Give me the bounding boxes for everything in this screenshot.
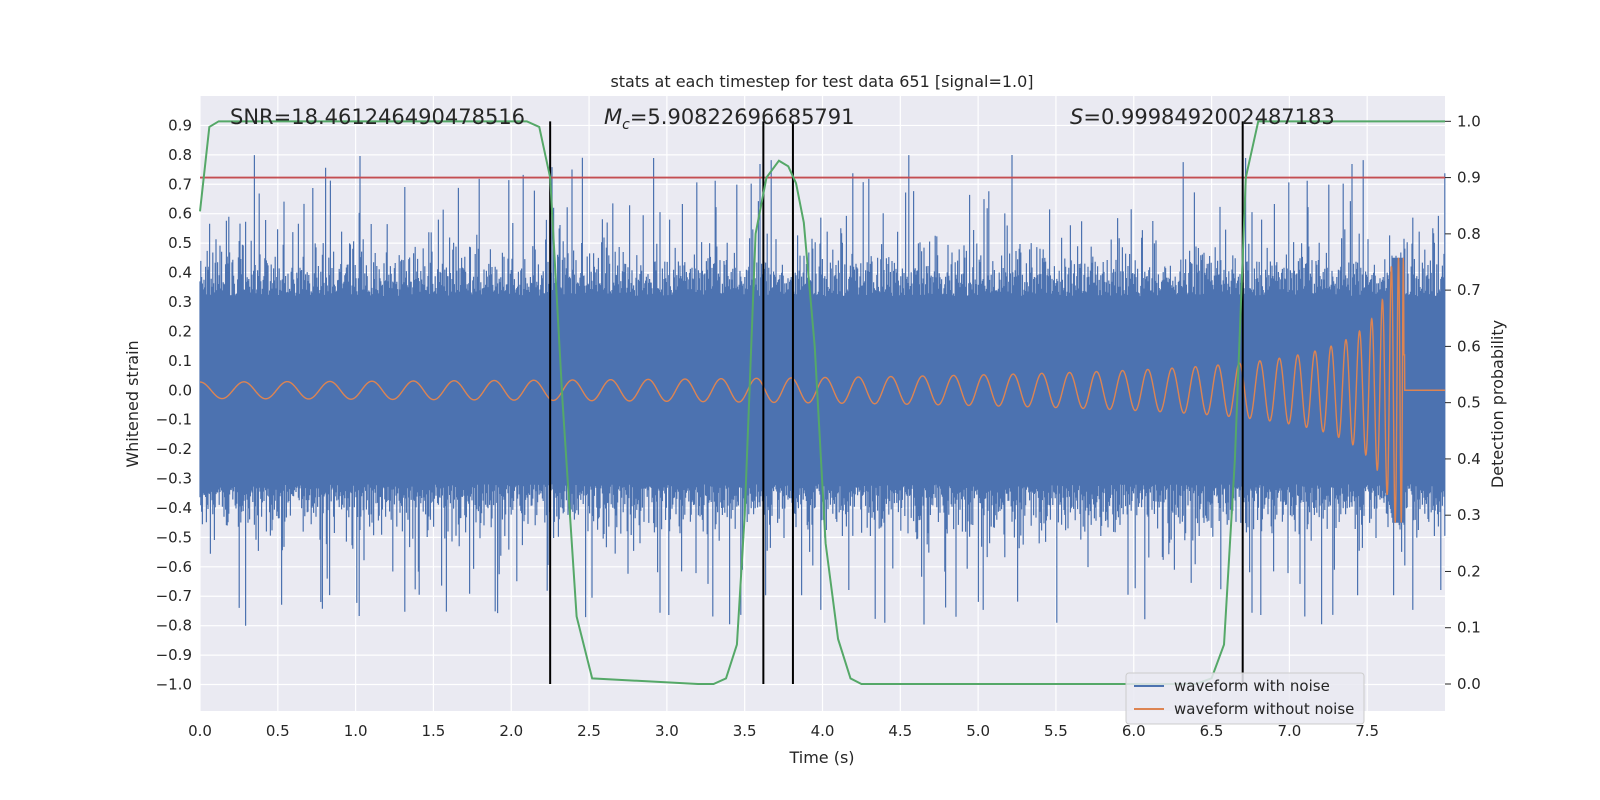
y2-tick-label: 0.0	[1457, 675, 1481, 693]
x-tick-label: 2.0	[499, 722, 523, 740]
legend-label-noisy: waveform with noise	[1174, 677, 1330, 695]
snr-annotation: SNR=18.461246490478516	[230, 105, 525, 129]
x-tick-label: 2.5	[577, 722, 601, 740]
x-tick-label: 5.5	[1044, 722, 1068, 740]
x-tick-label: 7.0	[1277, 722, 1301, 740]
y2-tick-label: 0.8	[1457, 225, 1481, 243]
y2-tick-label: 0.3	[1457, 506, 1481, 524]
y-tick-label: −0.5	[156, 528, 192, 546]
y-tick-label: 0.8	[168, 146, 192, 164]
score-symbol: S	[1070, 105, 1083, 129]
y-tick-label: 0.0	[168, 381, 192, 399]
x-tick-label: 6.0	[1122, 722, 1146, 740]
y2-tick-label: 0.7	[1457, 281, 1481, 299]
y2-tick-label: 0.9	[1457, 169, 1481, 187]
legend-box	[1125, 672, 1365, 725]
y-tick-label: 0.9	[168, 116, 192, 134]
overlay-lines	[200, 121, 1445, 684]
y-tick-label: −0.7	[156, 587, 192, 605]
y2-tick-label: 0.2	[1457, 562, 1481, 580]
y-tick-label: −0.3	[156, 470, 192, 488]
y-tick-label: 0.6	[168, 205, 192, 223]
y2-tick-label: 0.5	[1457, 394, 1481, 412]
detection-probability-line	[199, 120, 1445, 685]
y-tick-label: −0.9	[156, 646, 192, 664]
x-tick-label: 3.0	[655, 722, 679, 740]
y-tick-label: −0.1	[156, 411, 192, 429]
legend-label-clean: waveform without noise	[1174, 700, 1354, 718]
y-tick-label: 0.3	[168, 293, 192, 311]
chirp-mass-value: =5.90822696685791	[630, 105, 855, 129]
y-tick-label: 0.4	[168, 264, 192, 282]
x-tick-label: 6.5	[1200, 722, 1224, 740]
y-tick-label: 0.7	[168, 175, 192, 193]
chart-title: stats at each timestep for test data 651…	[610, 72, 1033, 91]
x-tick-label: 3.5	[733, 722, 757, 740]
y2-tick-label: 0.4	[1457, 450, 1481, 468]
y2-tick-label: 1.0	[1457, 112, 1481, 130]
chirp-mass-subscript: c	[622, 117, 630, 133]
y-tick-label: −0.4	[156, 499, 192, 517]
y-tick-label: −0.6	[156, 558, 192, 576]
x-tick-label: 1.0	[344, 722, 368, 740]
score-value: =0.9998492002487183	[1083, 105, 1334, 129]
y-axis-label: Whitened strain	[123, 340, 142, 467]
y-tick-label: −1.0	[156, 676, 192, 694]
y-tick-label: −0.2	[156, 440, 192, 458]
y2-tick-label: 0.1	[1457, 619, 1481, 637]
x-tick-label: 5.0	[966, 722, 990, 740]
y2-axis-label: Detection probability	[1488, 320, 1507, 488]
x-axis-label: Time (s)	[788, 748, 854, 767]
x-tick-label: 7.5	[1355, 722, 1379, 740]
x-tick-label: 4.5	[888, 722, 912, 740]
x-tick-label: 0.5	[266, 722, 290, 740]
x-tick-label: 4.0	[811, 722, 835, 740]
legend: waveform with noise waveform without noi…	[1125, 672, 1365, 725]
chirp-mass-annotation: Mc=5.90822696685791	[604, 105, 855, 133]
y-tick-label: 0.5	[168, 234, 192, 252]
detection-probability-series	[199, 120, 1445, 685]
score-annotation: S=0.9998492002487183	[1070, 105, 1335, 129]
x-tick-label: 0.0	[188, 722, 212, 740]
chirp-mass-symbol: M	[604, 105, 622, 129]
y-tick-label: 0.1	[168, 352, 192, 370]
x-tick-label: 1.5	[422, 722, 446, 740]
y-tick-label: −0.8	[156, 617, 192, 635]
y2-tick-label: 0.6	[1457, 337, 1481, 355]
y-tick-label: 0.2	[168, 322, 192, 340]
axis-ticks: 0.0 0.5 1.0 1.5 2.0 2.5 3.0 3.5 4.0 4.5 5.0 5.5 6.0 6…	[156, 112, 1481, 740]
